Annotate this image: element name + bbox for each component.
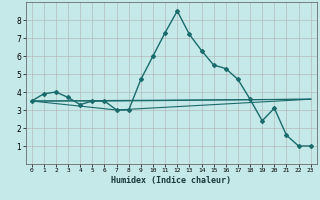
X-axis label: Humidex (Indice chaleur): Humidex (Indice chaleur) xyxy=(111,176,231,185)
